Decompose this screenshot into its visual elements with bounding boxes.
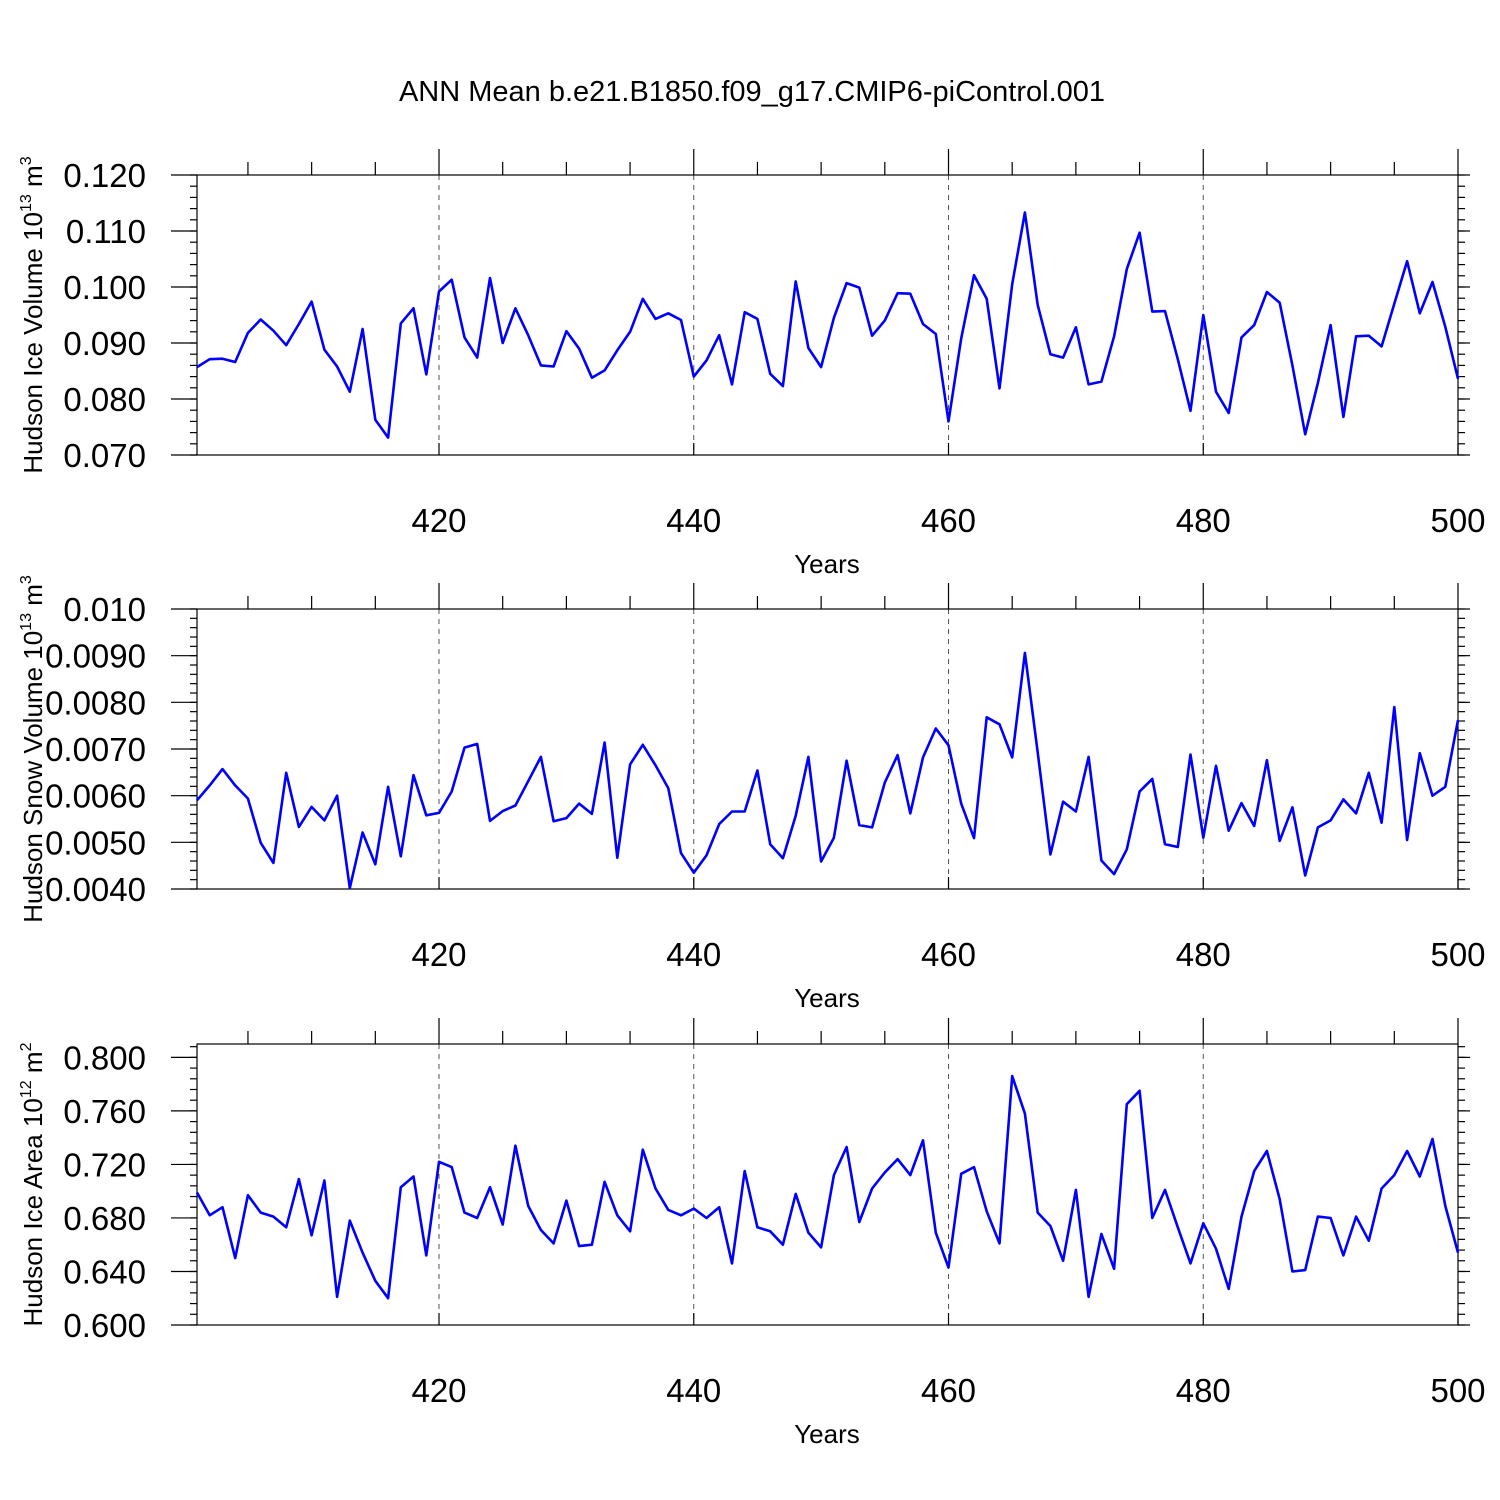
figure-title: ANN Mean b.e21.B1850.f09_g17.CMIP6-piCon… (399, 76, 1105, 108)
x-tick-label: 420 (411, 1372, 466, 1409)
x-tick-label: 440 (666, 1372, 721, 1409)
x-tick-label: 420 (411, 502, 466, 539)
x-tick-label: 440 (666, 502, 721, 539)
x-tick-label: 500 (1430, 936, 1485, 973)
x-tick-label: 440 (666, 936, 721, 973)
y-axis-label: Hudson Ice Volume 1013 m3 (18, 156, 48, 473)
y-tick-label: 0.0060 (45, 778, 146, 815)
y-tick-label: 0.080 (63, 381, 146, 418)
chart-panel-1: 0.070 0.080 0.090 0.100 0.110 0.120 420 440 460 4… (18, 149, 1486, 579)
x-tick-label: 500 (1430, 502, 1485, 539)
series-line-1 (196, 211, 1460, 439)
x-tick-label: 460 (921, 502, 976, 539)
y-axis-label: Hudson Snow Volume 1013 m3 (18, 575, 48, 923)
y-tick-label: 0.0090 (45, 638, 146, 675)
y-tick-label: 0.090 (63, 325, 146, 362)
plot-frame (196, 174, 1459, 456)
x-axis-label: Years (794, 1419, 860, 1449)
x-tick-label: 480 (1176, 1372, 1231, 1409)
plot-frame (196, 1043, 1459, 1326)
x-axis-label: Years (794, 549, 860, 579)
series-line-2 (196, 651, 1460, 890)
y-tick-label: 0.720 (63, 1146, 146, 1183)
y-axis-label: Hudson Ice Area 1012 m2 (18, 1042, 48, 1326)
x-tick-label: 500 (1430, 1372, 1485, 1409)
y-tick-label: 0.0050 (45, 824, 146, 861)
x-tick-label: 460 (921, 1372, 976, 1409)
y-tick-label: 0.100 (63, 269, 146, 306)
y-tick-label: 0.010 (63, 591, 146, 628)
y-tick-label: 0.120 (63, 157, 146, 194)
chart-panel-2: 0.0040 0.0050 0.0060 0.0070 0.0080 0.0090 0.01… (18, 575, 1486, 1013)
y-tick-label: 0.070 (63, 437, 146, 474)
x-tick-label: 480 (1176, 502, 1231, 539)
y-tick-label: 0.0080 (45, 684, 146, 721)
y-tick-label: 0.760 (63, 1093, 146, 1130)
y-tick-label: 0.0040 (45, 871, 146, 908)
y-tick-label: 0.600 (63, 1307, 146, 1344)
y-tick-label: 0.0070 (45, 731, 146, 768)
chart-panel-3: 0.600 0.640 0.680 0.720 0.760 0.800 420 440 460 4… (18, 1018, 1486, 1449)
x-tick-label: 480 (1176, 936, 1231, 973)
x-tick-label: 420 (411, 936, 466, 973)
x-axis-label: Years (794, 983, 860, 1013)
y-tick-label: 0.800 (63, 1039, 146, 1076)
y-tick-label: 0.110 (66, 213, 146, 250)
series-line-3 (195, 1074, 1460, 1300)
y-tick-label: 0.640 (63, 1253, 146, 1290)
panels: 0.070 0.080 0.090 0.100 0.110 0.120 420 440 460 4… (18, 149, 1486, 1449)
y-tick-label: 0.680 (63, 1200, 146, 1237)
x-tick-label: 460 (921, 936, 976, 973)
